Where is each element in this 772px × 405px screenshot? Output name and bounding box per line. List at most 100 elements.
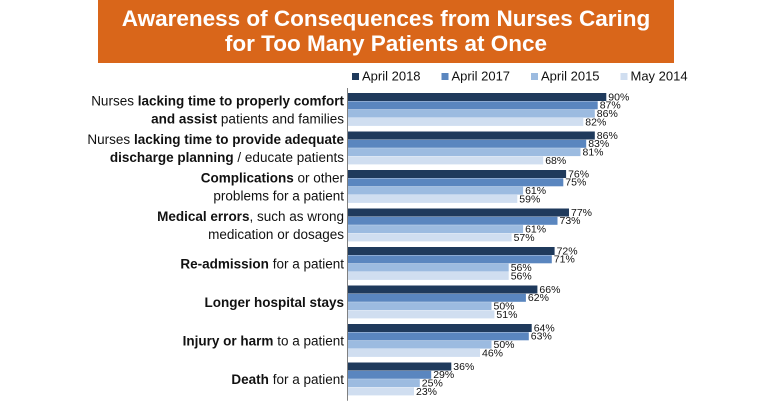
bar-c4-s1 <box>348 208 569 217</box>
value-label-c8-s2: 29% <box>433 369 454 381</box>
legend-label-1: April 2018 <box>362 69 421 84</box>
category-label-fragment: problems for a patient <box>213 188 344 203</box>
legend-swatch-1 <box>352 73 359 80</box>
bar-c5-s1 <box>348 247 555 255</box>
value-label-c2-s3: 81% <box>583 147 604 159</box>
value-label-c5-s2: 71% <box>554 254 575 266</box>
category-label-fragment: Death <box>231 372 269 387</box>
bar-c8-s1 <box>348 362 452 371</box>
value-label-c3-s2: 75% <box>565 177 586 189</box>
bar-c6-s4 <box>348 310 495 319</box>
legend-label-4: May 2014 <box>631 69 688 84</box>
bar-c4-s3 <box>348 225 524 234</box>
category-label-fragment: for a patient <box>269 372 344 387</box>
category-label-fragment: or other <box>294 170 345 185</box>
category-label-1-line-2: and assist patients and families <box>151 112 344 127</box>
value-label-c3-s4: 59% <box>519 193 540 205</box>
bar-c2-s3 <box>348 148 581 157</box>
bar-c1-s4 <box>348 117 584 126</box>
category-label-8-line-1: Death for a patient <box>231 372 344 387</box>
value-label-c7-s4: 46% <box>482 347 503 359</box>
value-label-c2-s1: 86% <box>597 130 618 142</box>
bar-c7-s1 <box>348 324 532 332</box>
category-label-fragment: lacking time to provide adequate <box>134 132 345 147</box>
category-label-fragment: Nurses <box>91 94 138 109</box>
bar-c8-s2 <box>348 370 432 379</box>
bar-c1-s2 <box>348 101 598 110</box>
bar-c8-s4 <box>348 387 414 396</box>
value-label-c2-s2: 83% <box>588 138 609 150</box>
bar-c6-s3 <box>348 302 492 311</box>
category-label-fragment: Injury or harm <box>183 333 274 348</box>
value-label-c1-s4: 82% <box>585 116 606 128</box>
bar-c1-s3 <box>348 109 595 118</box>
chart-title: Awareness of Consequences from Nurses Ca… <box>98 0 674 63</box>
legend-label-3: April 2015 <box>541 69 600 84</box>
category-label-3-line-2: problems for a patient <box>213 188 344 203</box>
legend-swatch-4 <box>620 73 628 80</box>
bar-c3-s2 <box>348 178 564 187</box>
value-label-c4-s1: 77% <box>571 207 592 219</box>
value-label-c8-s4: 23% <box>416 386 437 398</box>
value-label-c1-s3: 86% <box>597 108 618 120</box>
value-label-c8-s3: 25% <box>422 378 443 390</box>
legend-label-2: April 2017 <box>452 69 511 84</box>
bar-c6-s2 <box>348 293 526 302</box>
value-label-c2-s4: 68% <box>545 155 566 167</box>
bar-c1-s1 <box>348 93 607 101</box>
category-label-fragment: for a patient <box>269 256 344 271</box>
bar-c7-s2 <box>348 332 529 341</box>
value-label-c3-s3: 61% <box>525 185 546 197</box>
value-label-c7-s2: 63% <box>531 331 552 343</box>
category-label-4-line-1: Medical errors, such as wrong <box>157 209 344 224</box>
bar-c3-s3 <box>348 186 524 195</box>
category-label-fragment: patients and families <box>217 112 344 127</box>
value-label-c6-s3: 50% <box>494 301 515 313</box>
category-label-fragment: Nurses <box>87 132 134 147</box>
category-label-7-line-1: Injury or harm to a patient <box>183 333 345 348</box>
category-label-fragment: Longer hospital stays <box>204 295 344 310</box>
category-label-3-line-1: Complications or other <box>201 170 345 185</box>
value-label-c4-s2: 73% <box>560 215 581 227</box>
legend-swatch-3 <box>531 73 538 80</box>
value-label-c6-s4: 51% <box>496 309 517 321</box>
value-label-c5-s1: 72% <box>557 245 578 257</box>
category-label-fragment: , such as wrong <box>249 209 344 224</box>
category-label-4-line-2: medication or dosages <box>208 227 344 242</box>
category-label-fragment: lacking time to properly comfort <box>138 94 345 109</box>
category-label-fragment: / educate patients <box>234 150 345 165</box>
legend-swatch-2 <box>441 73 449 80</box>
category-label-fragment: Re-admission <box>180 256 269 271</box>
bar-c5-s2 <box>348 255 552 264</box>
value-label-c1-s1: 90% <box>608 91 629 103</box>
bar-c8-s3 <box>348 379 420 388</box>
value-label-c6-s1: 66% <box>539 284 560 296</box>
bar-c3-s1 <box>348 170 567 178</box>
value-label-c4-s3: 61% <box>525 224 546 236</box>
value-label-c6-s2: 62% <box>528 292 549 304</box>
category-label-1-line-1: Nurses lacking time to properly comfort <box>91 94 344 109</box>
bar-c2-s1 <box>348 131 595 140</box>
category-label-2-line-1: Nurses lacking time to provide adequate <box>87 132 344 147</box>
bar-c6-s1 <box>348 285 538 294</box>
bar-c5-s3 <box>348 263 509 272</box>
category-label-2-line-2: discharge planning / educate patients <box>110 150 344 165</box>
value-label-c4-s4: 57% <box>514 232 535 244</box>
value-label-c5-s4: 56% <box>511 270 532 282</box>
category-label-fragment: medication or dosages <box>208 227 344 242</box>
value-label-c7-s1: 64% <box>534 322 555 334</box>
bar-c2-s2 <box>348 139 587 148</box>
value-label-c7-s3: 50% <box>494 339 515 351</box>
bar-c4-s4 <box>348 233 512 242</box>
category-label-fragment: Medical errors <box>157 209 249 224</box>
bar-c2-s4 <box>348 156 544 165</box>
category-label-5-line-1: Re-admission for a patient <box>180 256 344 271</box>
value-label-c5-s3: 56% <box>511 262 532 274</box>
chart-title-line-1: Awareness of Consequences from Nurses Ca… <box>121 6 651 31</box>
value-label-c3-s1: 76% <box>568 168 589 180</box>
category-label-fragment: and assist <box>151 112 218 127</box>
category-label-6-line-1: Longer hospital stays <box>204 295 344 310</box>
bar-c4-s2 <box>348 216 558 225</box>
bar-c7-s4 <box>348 348 480 357</box>
chart-title-line-2: for Too Many Patients at Once <box>224 31 548 56</box>
